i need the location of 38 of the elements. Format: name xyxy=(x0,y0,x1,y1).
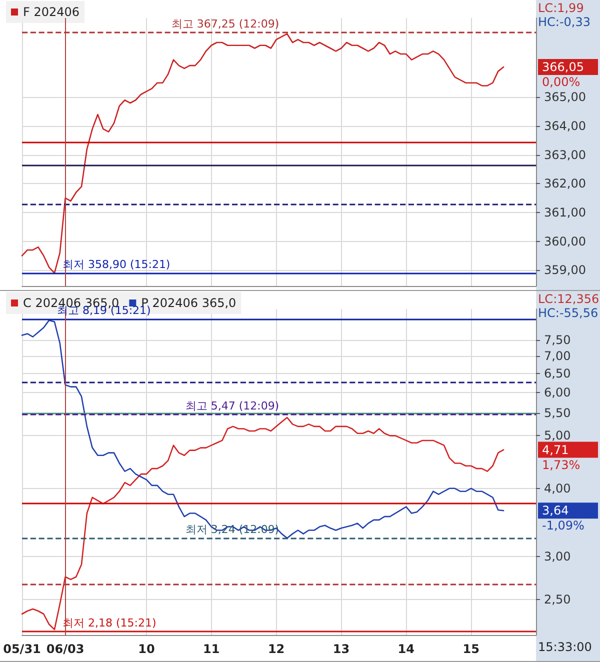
text: HC:-55,56 xyxy=(538,306,598,320)
text: 15:33:00 xyxy=(538,640,592,654)
y-tick-label: 365,00 xyxy=(544,90,586,104)
text: LC:12,356 xyxy=(538,292,600,306)
y-tick-label: 7,00 xyxy=(544,349,571,364)
y-tick-label: 361,00 xyxy=(544,206,586,220)
y-tick-label: 363,00 xyxy=(544,148,586,162)
y-tick-label: 2,50 xyxy=(544,592,571,606)
y-tick-label: 3,00 xyxy=(544,549,571,564)
text: -1,09% xyxy=(542,518,584,533)
y-tick-label: 5,00 xyxy=(544,428,571,443)
x-tick-label: 14 xyxy=(398,642,414,656)
x-tick-label: 15 xyxy=(462,642,480,656)
y-tick-label: 360,00 xyxy=(544,234,586,248)
y-tick-label: 362,00 xyxy=(544,176,586,191)
x-tick-label: 10 xyxy=(138,642,155,656)
x-tick-label: 13 xyxy=(332,642,350,656)
text: LC:1,99 xyxy=(538,1,584,15)
y-tick-label: 364,00 xyxy=(544,119,586,134)
text: 1,73% xyxy=(542,458,580,472)
x-tick-label: 11 xyxy=(203,642,220,656)
y-tick-label: 4,00 xyxy=(544,481,571,496)
y-tick-label: 359,00 xyxy=(544,263,586,278)
text: 4,71 xyxy=(542,442,569,457)
x-tick-label: 06/03 xyxy=(46,642,84,656)
y-tick-label: 5,50 xyxy=(544,406,571,420)
text: HC:-0,33 xyxy=(538,15,590,29)
text: 3,64 xyxy=(542,504,569,518)
text: 0,00% xyxy=(542,74,580,89)
y-tick-label: 6,50 xyxy=(544,366,571,381)
text: 366,05 xyxy=(542,60,584,74)
x-tick-label: 12 xyxy=(268,642,285,656)
ref-line-label: 최고 5,47 (12:09) xyxy=(185,399,280,412)
y-tick-label: 7,50 xyxy=(544,332,571,347)
legend-label: F 202406 xyxy=(23,5,80,19)
x-tick-label: 05/31 xyxy=(3,642,41,656)
y-tick-label: 6,00 xyxy=(544,386,571,400)
ref-line-label: 최고 367,25 (12:09) xyxy=(171,17,280,30)
